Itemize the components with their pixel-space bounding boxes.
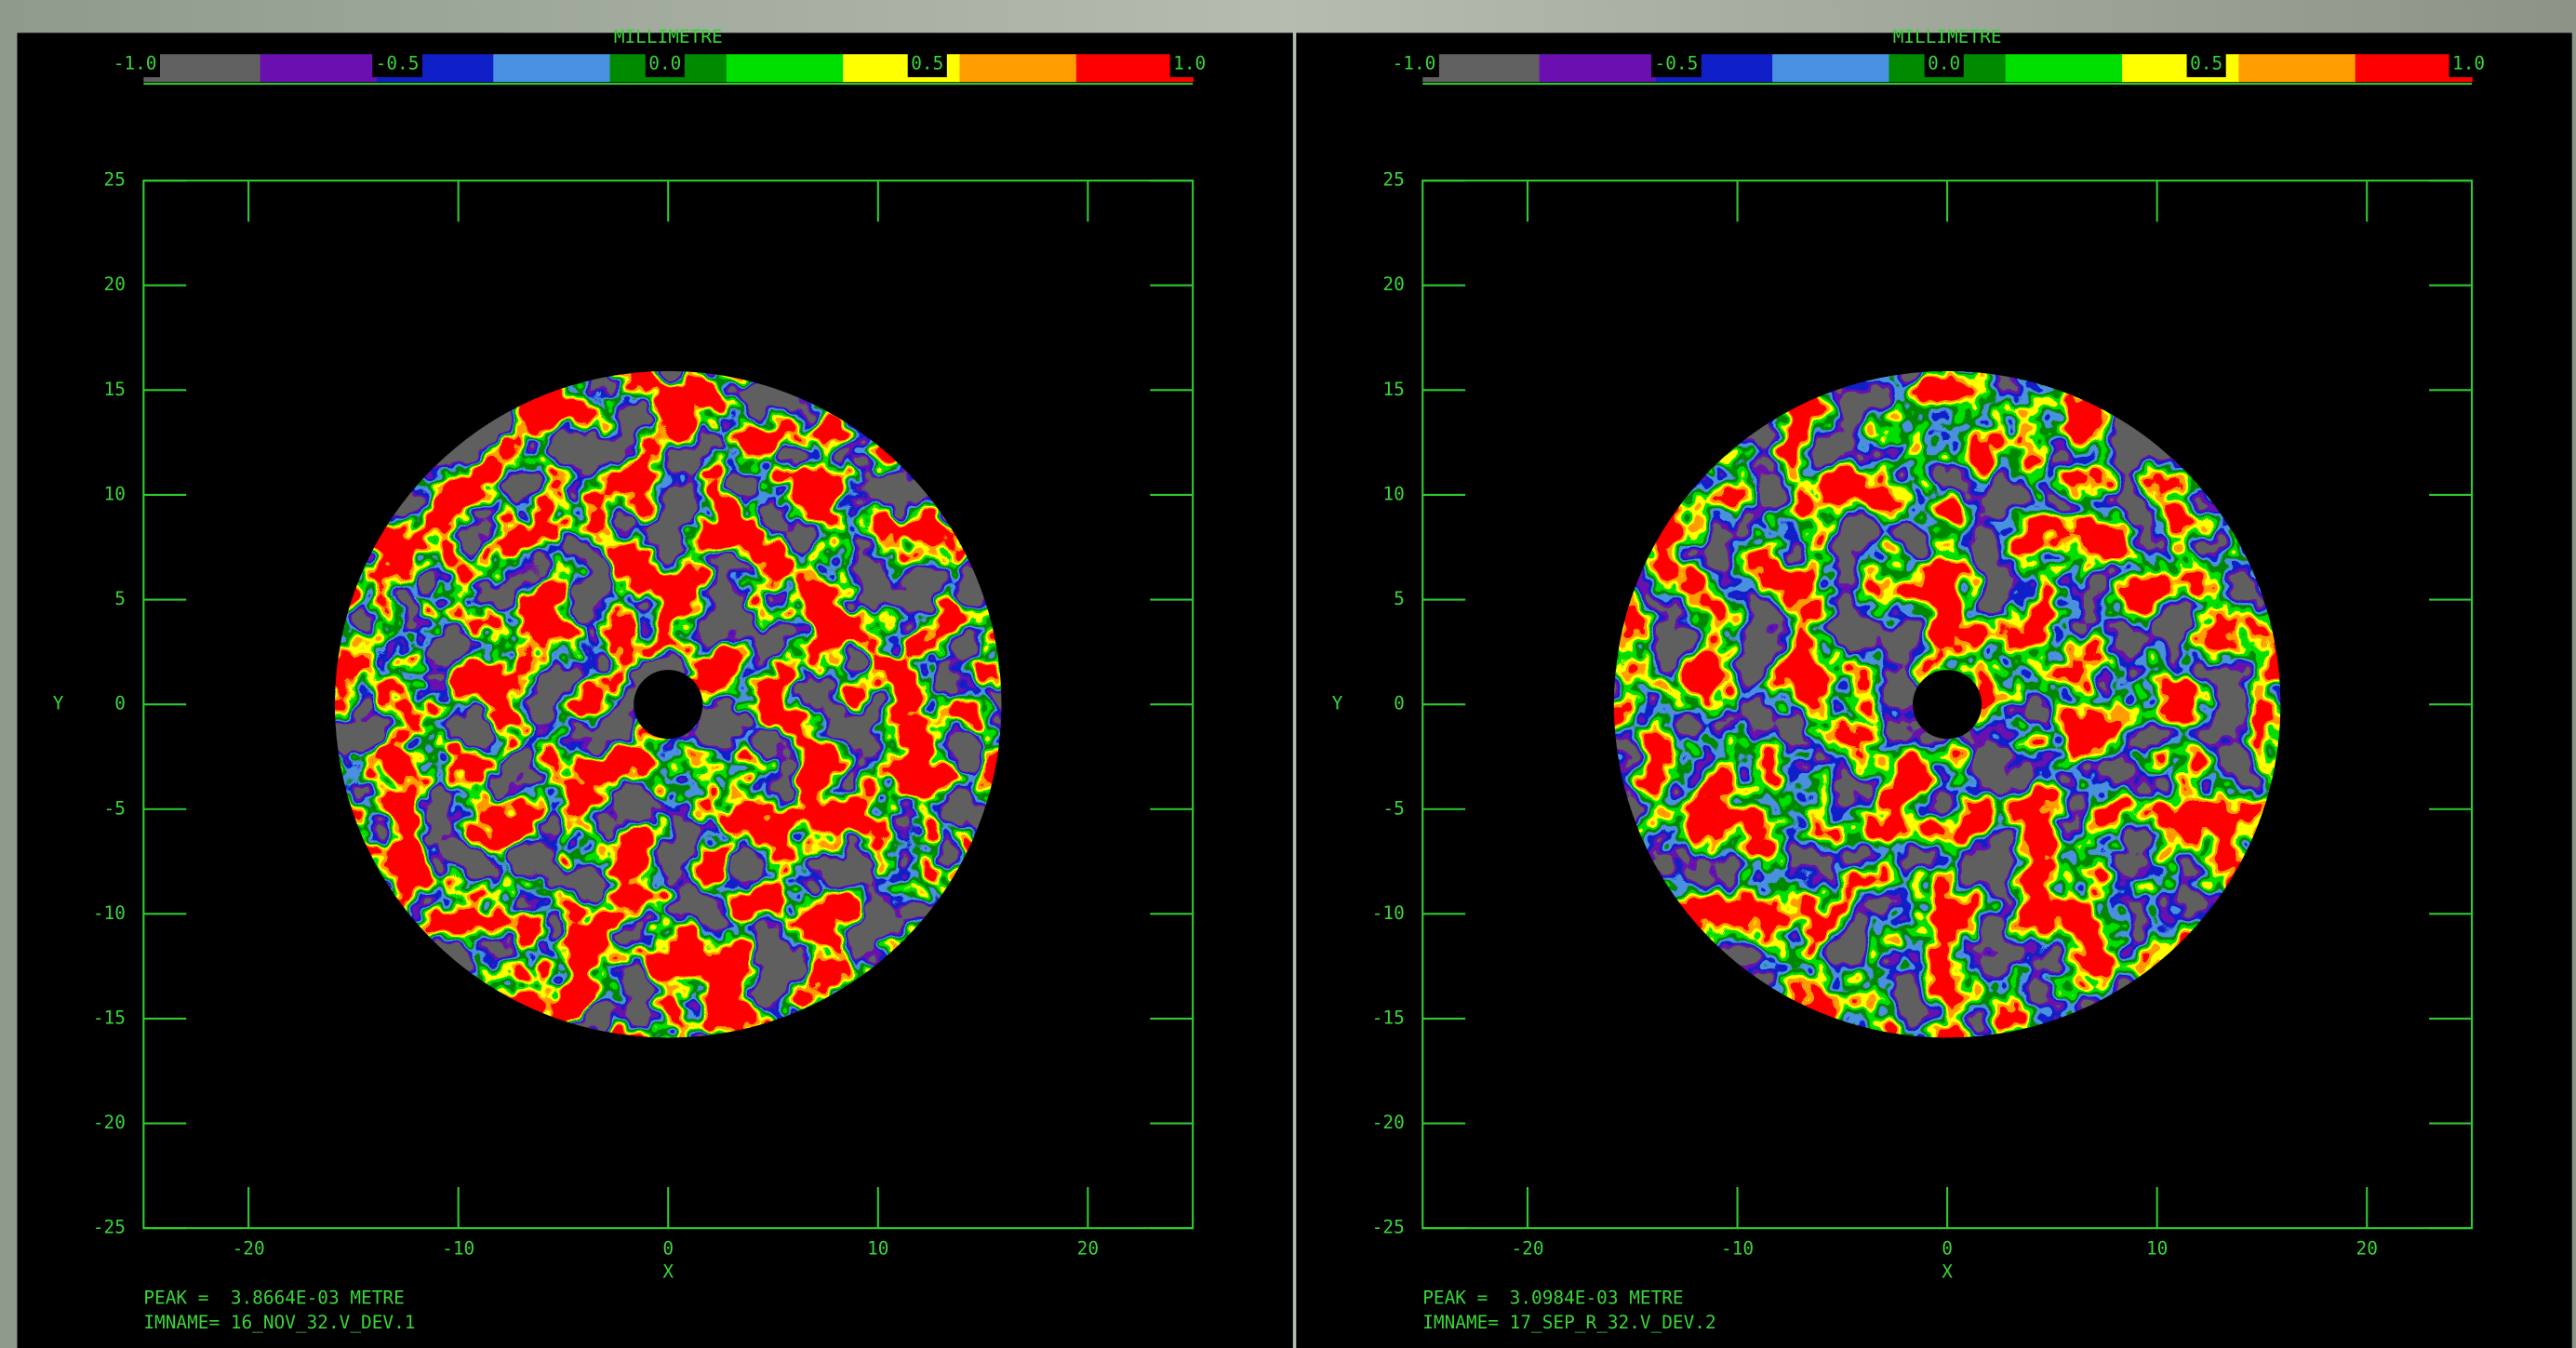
color-band	[1772, 54, 1889, 82]
x-axis-label: X	[1942, 1261, 1953, 1282]
y-tick-label: 20	[1382, 274, 1404, 295]
figure: MILLIMETRE -1.0 -0.5 0.0 0.5 1.0 -20 -10 0 10 20 25…	[0, 0, 2576, 1348]
y-tick-label: -5	[104, 797, 126, 819]
footer-note: IMNAME= 17_SEP_R_32.V_DEV.2	[1422, 1312, 1715, 1333]
panel: MILLIMETRE -1.0 -0.5 0.0 0.5 1.0 -20 -10 0 10 20 25…	[17, 26, 1292, 1348]
color-band	[493, 54, 610, 82]
y-tick-label: 15	[1382, 379, 1404, 400]
y-tick-label: -5	[1382, 797, 1404, 819]
y-tick-label: 5	[114, 588, 126, 609]
y-axis-label: Y	[53, 693, 64, 714]
y-tick-label: -10	[1372, 902, 1405, 924]
y-tick-label: -15	[93, 1007, 126, 1028]
y-tick-label: 10	[104, 483, 126, 504]
central-hole	[634, 670, 702, 739]
y-tick-label: 20	[104, 274, 126, 295]
page: MILLIMETRE -1.0 -0.5 0.0 0.5 1.0 -20 -10 0 10 20 25…	[0, 0, 2576, 1348]
color-band	[260, 54, 378, 82]
x-tick-label: 20	[1077, 1238, 1099, 1260]
panel: MILLIMETRE -1.0 -0.5 0.0 0.5 1.0 -20 -10 0 10 20 25…	[1296, 26, 2571, 1348]
colorbar-tick-label: 0.0	[1928, 52, 1960, 73]
color-band	[1422, 54, 1540, 82]
y-tick-label: -15	[1372, 1007, 1405, 1028]
x-tick-label: 0	[662, 1238, 674, 1260]
color-band	[960, 54, 1077, 82]
x-axis-label: X	[662, 1261, 674, 1282]
color-band	[143, 54, 260, 82]
y-tick-label: -25	[1372, 1217, 1405, 1238]
color-band	[727, 54, 844, 82]
x-tick-label: -20	[1511, 1238, 1543, 1260]
footer-note: PEAK = 3.0984E-03 METRE	[1422, 1288, 1683, 1309]
footer-note: PEAK = 3.8664E-03 METRE	[143, 1288, 404, 1309]
x-tick-label: 20	[2356, 1238, 2378, 1260]
y-tick-label: -20	[1372, 1112, 1405, 1133]
colorbar-title: MILLIMETRE	[614, 26, 723, 47]
y-tick-label: 25	[1382, 169, 1404, 191]
x-tick-label: -10	[1721, 1238, 1754, 1260]
colorbar-tick-label: 1.0	[2452, 52, 2485, 73]
x-tick-label: 0	[1942, 1238, 1953, 1260]
colorbar-tick-label: 0.5	[911, 52, 943, 73]
color-band	[1540, 54, 1657, 82]
colorbar-tick-label: 1.0	[1173, 52, 1206, 73]
y-tick-label: 5	[1394, 588, 1405, 609]
y-tick-label: 0	[114, 693, 126, 714]
y-tick-label: 0	[1394, 693, 1405, 714]
colorbar-tick-label: 0.0	[648, 52, 681, 73]
y-tick-label: 10	[1382, 483, 1404, 504]
x-tick-label: 10	[2146, 1238, 2168, 1260]
y-tick-label: -25	[93, 1217, 126, 1238]
color-band	[2006, 54, 2123, 82]
x-tick-label: -10	[442, 1238, 474, 1260]
footer-note: IMNAME= 16_NOV_32.V_DEV.1	[143, 1312, 415, 1333]
y-tick-label: 25	[104, 169, 126, 191]
colorbar-tick-label: 0.5	[2190, 52, 2222, 73]
colorbar-tick-label: -0.5	[376, 52, 420, 73]
colorbar-tick-label: -0.5	[1655, 52, 1699, 73]
y-tick-label: -10	[93, 902, 126, 924]
x-tick-label: -20	[233, 1238, 265, 1260]
color-band	[2238, 54, 2356, 82]
y-tick-label: -20	[93, 1112, 126, 1133]
colorbar-tick-label: -1.0	[1393, 52, 1436, 73]
x-tick-label: 10	[867, 1238, 888, 1260]
central-hole	[1913, 670, 1982, 739]
y-tick-label: 15	[104, 379, 126, 400]
y-axis-label: Y	[1332, 693, 1343, 714]
colorbar-title: MILLIMETRE	[1893, 26, 2002, 47]
colorbar-tick-label: -1.0	[113, 52, 157, 73]
